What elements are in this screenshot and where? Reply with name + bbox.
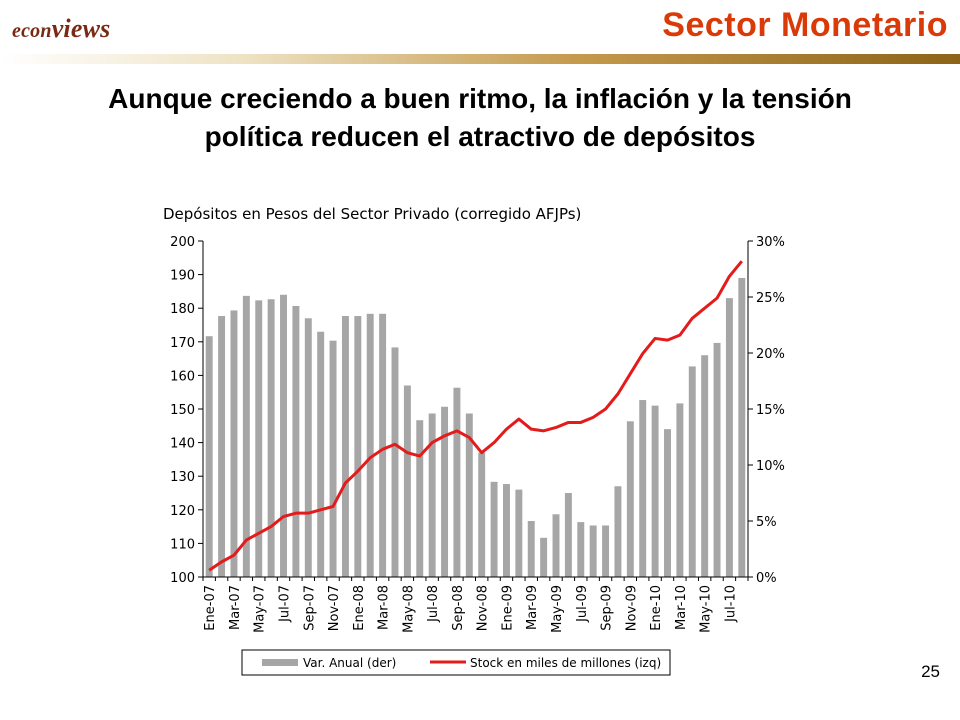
bar-var-anual (602, 525, 610, 577)
x-axis-tick-label: May-09 (550, 585, 565, 633)
x-axis-tick-label: Mar-09 (525, 585, 540, 630)
bar-var-anual (255, 300, 263, 577)
x-axis-tick-label: Ene-09 (500, 585, 515, 631)
bar-var-anual (490, 481, 498, 577)
bar-var-anual (465, 413, 473, 577)
chart-title: Depósitos en Pesos del Sector Privado (c… (163, 205, 581, 223)
x-axis-tick-label: Sep-07 (302, 585, 317, 631)
bar-var-anual (664, 429, 671, 577)
bar-var-anual (403, 385, 411, 577)
x-axis-tick-label: Nov-08 (476, 585, 491, 631)
bar-var-anual (317, 331, 325, 577)
bar-var-anual (428, 413, 436, 577)
bar-var-anual (515, 489, 523, 577)
left-axis-tick-label: 170 (170, 336, 195, 351)
legend-label-var-anual: Var. Anual (der) (303, 656, 396, 670)
bar-var-anual (527, 521, 535, 577)
left-axis-tick-label: 160 (170, 369, 195, 384)
bar-var-anual (242, 295, 250, 577)
bar-var-anual (267, 299, 275, 577)
bar-var-anual (639, 400, 647, 577)
left-axis-tick-label: 140 (170, 437, 195, 452)
brand-logo: econviews (12, 14, 110, 44)
bar-var-anual (230, 310, 238, 577)
x-axis-tick-label: Jul-08 (426, 585, 441, 623)
left-axis-tick-label: 200 (170, 235, 195, 250)
bar-var-anual (577, 522, 585, 577)
bar-var-anual (391, 347, 399, 577)
logo-text-econ: econ (12, 20, 52, 42)
headline-line-1: Aunque creciendo a buen ritmo, la inflac… (108, 83, 852, 114)
left-axis-tick-label: 120 (170, 504, 195, 519)
bar-var-anual (205, 336, 213, 577)
x-axis-tick-label: May-07 (253, 585, 268, 633)
x-axis-tick-label: Nov-07 (327, 585, 342, 631)
line-stock (208, 260, 743, 572)
x-axis-tick-label: Ene-10 (649, 585, 664, 631)
bar-var-anual (416, 420, 424, 577)
x-axis-tick-label: Sep-09 (600, 585, 615, 631)
right-axis-tick-label: 30% (756, 235, 785, 250)
bar-var-anual (341, 316, 349, 577)
right-axis-tick-label: 15% (756, 403, 785, 418)
left-axis-tick-label: 130 (170, 470, 195, 485)
x-axis-tick-label: Mar-10 (674, 585, 689, 630)
bar-var-anual (304, 318, 312, 577)
bar-var-anual (379, 313, 387, 577)
legend-label-stock: Stock en miles de millones (izq) (470, 656, 661, 670)
logo-text-views: views (51, 14, 111, 43)
left-axis-tick-label: 180 (170, 302, 195, 317)
right-axis-tick-label: 0% (756, 571, 777, 586)
bar-var-anual (280, 294, 287, 577)
bar-var-anual (552, 514, 560, 577)
page-number: 25 (921, 662, 940, 681)
left-axis-tick-label: 100 (170, 571, 195, 586)
x-axis-tick-label: May-08 (401, 585, 416, 633)
x-axis-tick-label: Mar-08 (377, 585, 392, 630)
bar-var-anual (218, 316, 226, 577)
bar-var-anual (614, 486, 622, 577)
bar-var-anual (651, 405, 659, 577)
x-axis-tick-label: Nov-09 (624, 585, 639, 631)
right-axis-tick-label: 5% (756, 515, 777, 530)
right-axis-tick-label: 10% (756, 459, 785, 474)
bar-var-anual (564, 493, 572, 577)
bar-var-anual (292, 305, 300, 577)
bar-var-anual (626, 421, 634, 577)
bar-var-anual (738, 277, 746, 577)
x-axis-tick-label: May-10 (699, 585, 714, 633)
x-axis-tick-label: Mar-07 (228, 585, 243, 630)
x-axis-tick-label: Sep-08 (451, 585, 466, 631)
x-axis-tick-label: Jul-10 (723, 585, 738, 623)
slide-headline: Aunque creciendo a buen ritmo, la inflac… (0, 80, 960, 156)
bar-var-anual (366, 313, 374, 577)
x-axis-tick-label: Ene-07 (203, 585, 218, 631)
bar-var-anual (589, 525, 597, 577)
bar-var-anual (676, 403, 684, 577)
bar-var-anual (441, 406, 449, 577)
left-axis-tick-label: 150 (170, 403, 195, 418)
header-divider (0, 54, 960, 64)
bar-var-anual (329, 340, 337, 577)
bar-var-anual (701, 355, 709, 577)
bar-var-anual (540, 537, 548, 577)
x-axis-tick-label: Ene-08 (352, 585, 367, 631)
left-axis-tick-label: 190 (170, 269, 195, 284)
right-axis-tick-label: 25% (756, 291, 785, 306)
section-title: Sector Monetario (662, 6, 948, 44)
x-axis-tick-label: Jul-09 (575, 585, 590, 623)
bar-var-anual (503, 484, 510, 577)
bar-var-anual (725, 298, 733, 577)
bar-var-anual (453, 387, 461, 577)
right-axis-tick-label: 20% (756, 347, 785, 362)
bar-var-anual (354, 316, 362, 577)
left-axis-tick-label: 110 (170, 537, 195, 552)
bar-var-anual (478, 452, 486, 577)
legend-swatch-bar (262, 659, 298, 666)
headline-line-2: política reducen el atractivo de depósit… (204, 121, 756, 152)
bar-var-anual (713, 342, 721, 577)
bar-var-anual (688, 366, 696, 577)
x-axis-tick-label: Jul-07 (278, 585, 293, 623)
